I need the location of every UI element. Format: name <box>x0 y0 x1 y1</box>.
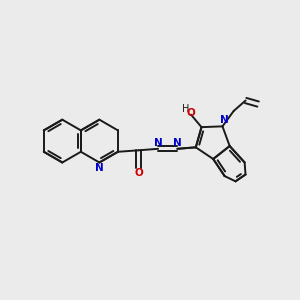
Text: H: H <box>182 104 189 114</box>
Text: N: N <box>95 163 104 172</box>
Text: N: N <box>154 138 162 148</box>
Text: O: O <box>186 108 195 118</box>
Text: N: N <box>220 116 228 125</box>
Text: O: O <box>134 168 143 178</box>
Text: N: N <box>173 138 182 148</box>
